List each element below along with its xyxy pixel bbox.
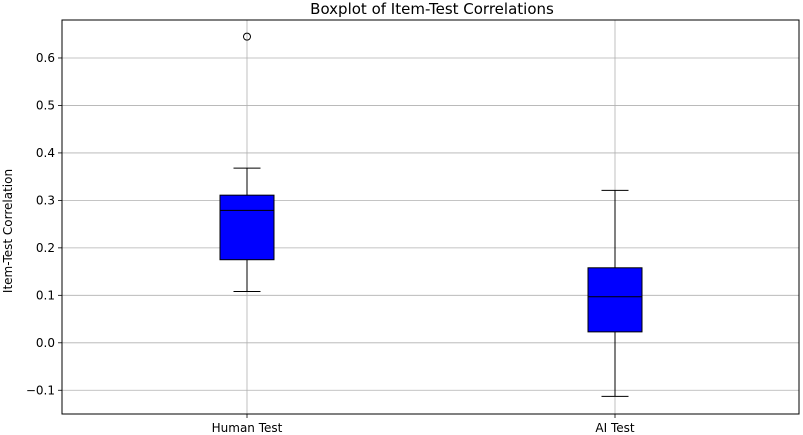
box-human-test (219, 32, 275, 293)
y-tick-label: 0.0 (36, 336, 55, 350)
grid-layer (62, 20, 799, 414)
box-ai-test (587, 189, 643, 397)
chart-title: Boxplot of Item-Test Correlations (310, 0, 554, 18)
x-tick-label: AI Test (595, 421, 634, 435)
y-tick-label: 0.4 (36, 146, 55, 160)
y-tick-label: 0.1 (36, 288, 55, 302)
plot-frame (61, 19, 800, 415)
iqr-box (219, 194, 275, 261)
iqr-box (587, 267, 643, 333)
y-tick-label: 0.3 (36, 193, 55, 207)
outlier-point (243, 32, 251, 41)
y-tick-label: −0.1 (26, 383, 55, 397)
box-layer (219, 32, 643, 397)
y-axis-label: Item-Test Correlation (1, 169, 15, 293)
y-tick-label: 0.2 (36, 241, 55, 255)
axis-layer: −0.1 0.0 0.1 0.2 0.3 0.4 0.5 0.6 Human Test AI Te… (26, 19, 800, 435)
y-tick-label: 0.5 (36, 98, 55, 112)
y-tick-label: 0.6 (36, 51, 55, 65)
x-tick-label: Human Test (212, 421, 283, 435)
